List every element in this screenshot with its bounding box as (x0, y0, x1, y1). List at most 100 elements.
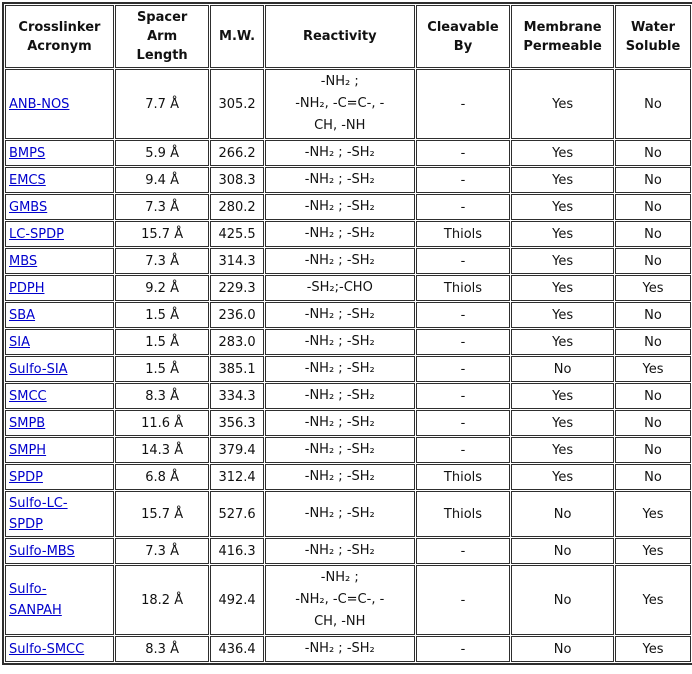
cell-reactivity: -NH₂ ; -SH₂ (264, 410, 415, 436)
table-row: SPDP 6.8 Å 312.4 -NH₂ ; -SH₂ Thiols Yes No (5, 464, 691, 490)
crosslinker-link[interactable]: LC-SPDP (9, 226, 64, 242)
cell-cleavable: - (415, 565, 511, 635)
cell-acronym: SBA (5, 302, 114, 328)
cell-membrane: Yes (511, 464, 614, 490)
cell-spacer: 8.3 Å (114, 636, 210, 662)
cell-spacer: 7.3 Å (114, 194, 210, 220)
crosslinker-link[interactable]: Sulfo-SIA (9, 361, 68, 377)
cell-spacer: 9.4 Å (114, 167, 210, 193)
table-row: SMPH 14.3 Å 379.4 -NH₂ ; -SH₂ - Yes No (5, 437, 691, 463)
cell-spacer: 1.5 Å (114, 329, 210, 355)
column-header-mw: M.W. (210, 5, 264, 68)
cell-membrane: Yes (511, 167, 614, 193)
cell-cleavable: - (415, 140, 511, 166)
cell-membrane: No (511, 491, 614, 537)
cell-reactivity: -NH₂ ; -SH₂ (264, 221, 415, 247)
table-body: ANB-NOS 7.7 Å 305.2 -NH₂ ; -NH₂, -C=C-, - C… (5, 69, 691, 662)
column-header-spacer: Spacer Arm Length (114, 5, 210, 68)
cell-mw: 280.2 (210, 194, 264, 220)
crosslinker-link[interactable]: BMPS (9, 145, 46, 161)
cell-acronym: SPDP (5, 464, 114, 490)
cell-spacer: 1.5 Å (114, 302, 210, 328)
cell-reactivity: -NH₂ ; -SH₂ (264, 491, 415, 537)
cell-mw: 416.3 (210, 538, 264, 564)
cell-acronym: Sulfo-SMCC (5, 636, 114, 662)
cell-cleavable: - (415, 383, 511, 409)
cell-acronym: MBS (5, 248, 114, 274)
crosslinker-link[interactable]: SMPB (9, 415, 46, 431)
cell-membrane: Yes (511, 69, 614, 139)
column-header-water: Water Soluble (614, 5, 691, 68)
table-row: PDPH 9.2 Å 229.3 -SH₂;-CHO Thiols Yes Yes (5, 275, 691, 301)
crosslinker-link[interactable]: ANB-NOS (9, 96, 70, 112)
crosslinker-link[interactable]: SPDP (9, 469, 43, 485)
cell-mw: 308.3 (210, 167, 264, 193)
cell-acronym: Sulfo-LC- SPDP (5, 491, 114, 537)
cell-cleavable: Thiols (415, 221, 511, 247)
cell-water: Yes (614, 538, 691, 564)
cell-mw: 334.3 (210, 383, 264, 409)
cell-water: No (614, 383, 691, 409)
cell-cleavable: - (415, 636, 511, 662)
cell-mw: 492.4 (210, 565, 264, 635)
table-row: Sulfo-SIA 1.5 Å 385.1 -NH₂ ; -SH₂ - No Yes (5, 356, 691, 382)
cell-reactivity: -NH₂ ; -SH₂ (264, 167, 415, 193)
cell-reactivity: -NH₂ ; -NH₂, -C=C-, - CH, -NH (264, 69, 415, 139)
crosslinker-link[interactable]: Sulfo- SANPAH (9, 582, 62, 618)
cell-water: No (614, 194, 691, 220)
cell-reactivity: -NH₂ ; -SH₂ (264, 248, 415, 274)
cell-cleavable: Thiols (415, 491, 511, 537)
cell-membrane: Yes (511, 410, 614, 436)
cell-membrane: No (511, 636, 614, 662)
cell-reactivity: -NH₂ ; -NH₂, -C=C-, - CH, -NH (264, 565, 415, 635)
cell-reactivity: -NH₂ ; -SH₂ (264, 356, 415, 382)
crosslinker-link[interactable]: Sulfo-SMCC (9, 641, 85, 657)
crosslinker-link[interactable]: SMPH (9, 442, 47, 458)
cell-mw: 283.0 (210, 329, 264, 355)
cell-spacer: 6.8 Å (114, 464, 210, 490)
crosslinker-link[interactable]: SMCC (9, 388, 47, 404)
crosslinker-link[interactable]: Sulfo-LC- SPDP (9, 496, 68, 532)
cell-spacer: 7.3 Å (114, 248, 210, 274)
cell-cleavable: - (415, 356, 511, 382)
table-row: SMCC 8.3 Å 334.3 -NH₂ ; -SH₂ - Yes No (5, 383, 691, 409)
cell-spacer: 15.7 Å (114, 491, 210, 537)
cell-cleavable: - (415, 167, 511, 193)
column-header-cleavable: Cleavable By (415, 5, 511, 68)
cell-reactivity: -NH₂ ; -SH₂ (264, 636, 415, 662)
table-row: LC-SPDP 15.7 Å 425.5 -NH₂ ; -SH₂ Thiols Yes No (5, 221, 691, 247)
crosslinker-link[interactable]: SIA (9, 334, 30, 350)
cell-water: No (614, 140, 691, 166)
cell-water: No (614, 221, 691, 247)
cell-mw: 305.2 (210, 69, 264, 139)
cell-cleavable: - (415, 437, 511, 463)
table-row: BMPS 5.9 Å 266.2 -NH₂ ; -SH₂ - Yes No (5, 140, 691, 166)
cell-mw: 385.1 (210, 356, 264, 382)
cell-cleavable: - (415, 410, 511, 436)
cell-membrane: Yes (511, 140, 614, 166)
crosslinker-link[interactable]: MBS (9, 253, 38, 269)
cell-membrane: No (511, 356, 614, 382)
crosslinker-link[interactable]: SBA (9, 307, 36, 323)
cell-membrane: Yes (511, 329, 614, 355)
table-row: Sulfo-MBS 7.3 Å 416.3 -NH₂ ; -SH₂ - No Yes (5, 538, 691, 564)
crosslinker-link[interactable]: GMBS (9, 199, 48, 215)
cell-cleavable: - (415, 248, 511, 274)
crosslinker-link[interactable]: Sulfo-MBS (9, 543, 75, 559)
cell-mw: 229.3 (210, 275, 264, 301)
cell-reactivity: -NH₂ ; -SH₂ (264, 329, 415, 355)
table-row: SBA 1.5 Å 236.0 -NH₂ ; -SH₂ - Yes No (5, 302, 691, 328)
cell-cleavable: - (415, 69, 511, 139)
crosslinker-link[interactable]: EMCS (9, 172, 46, 188)
cell-cleavable: - (415, 329, 511, 355)
cell-water: No (614, 410, 691, 436)
cell-acronym: SMCC (5, 383, 114, 409)
cell-acronym: Sulfo-SIA (5, 356, 114, 382)
cell-spacer: 1.5 Å (114, 356, 210, 382)
cell-membrane: Yes (511, 248, 614, 274)
cell-water: No (614, 248, 691, 274)
cell-spacer: 5.9 Å (114, 140, 210, 166)
crosslinker-link[interactable]: PDPH (9, 280, 45, 296)
cell-acronym: EMCS (5, 167, 114, 193)
column-header-reactivity: Reactivity (264, 5, 415, 68)
